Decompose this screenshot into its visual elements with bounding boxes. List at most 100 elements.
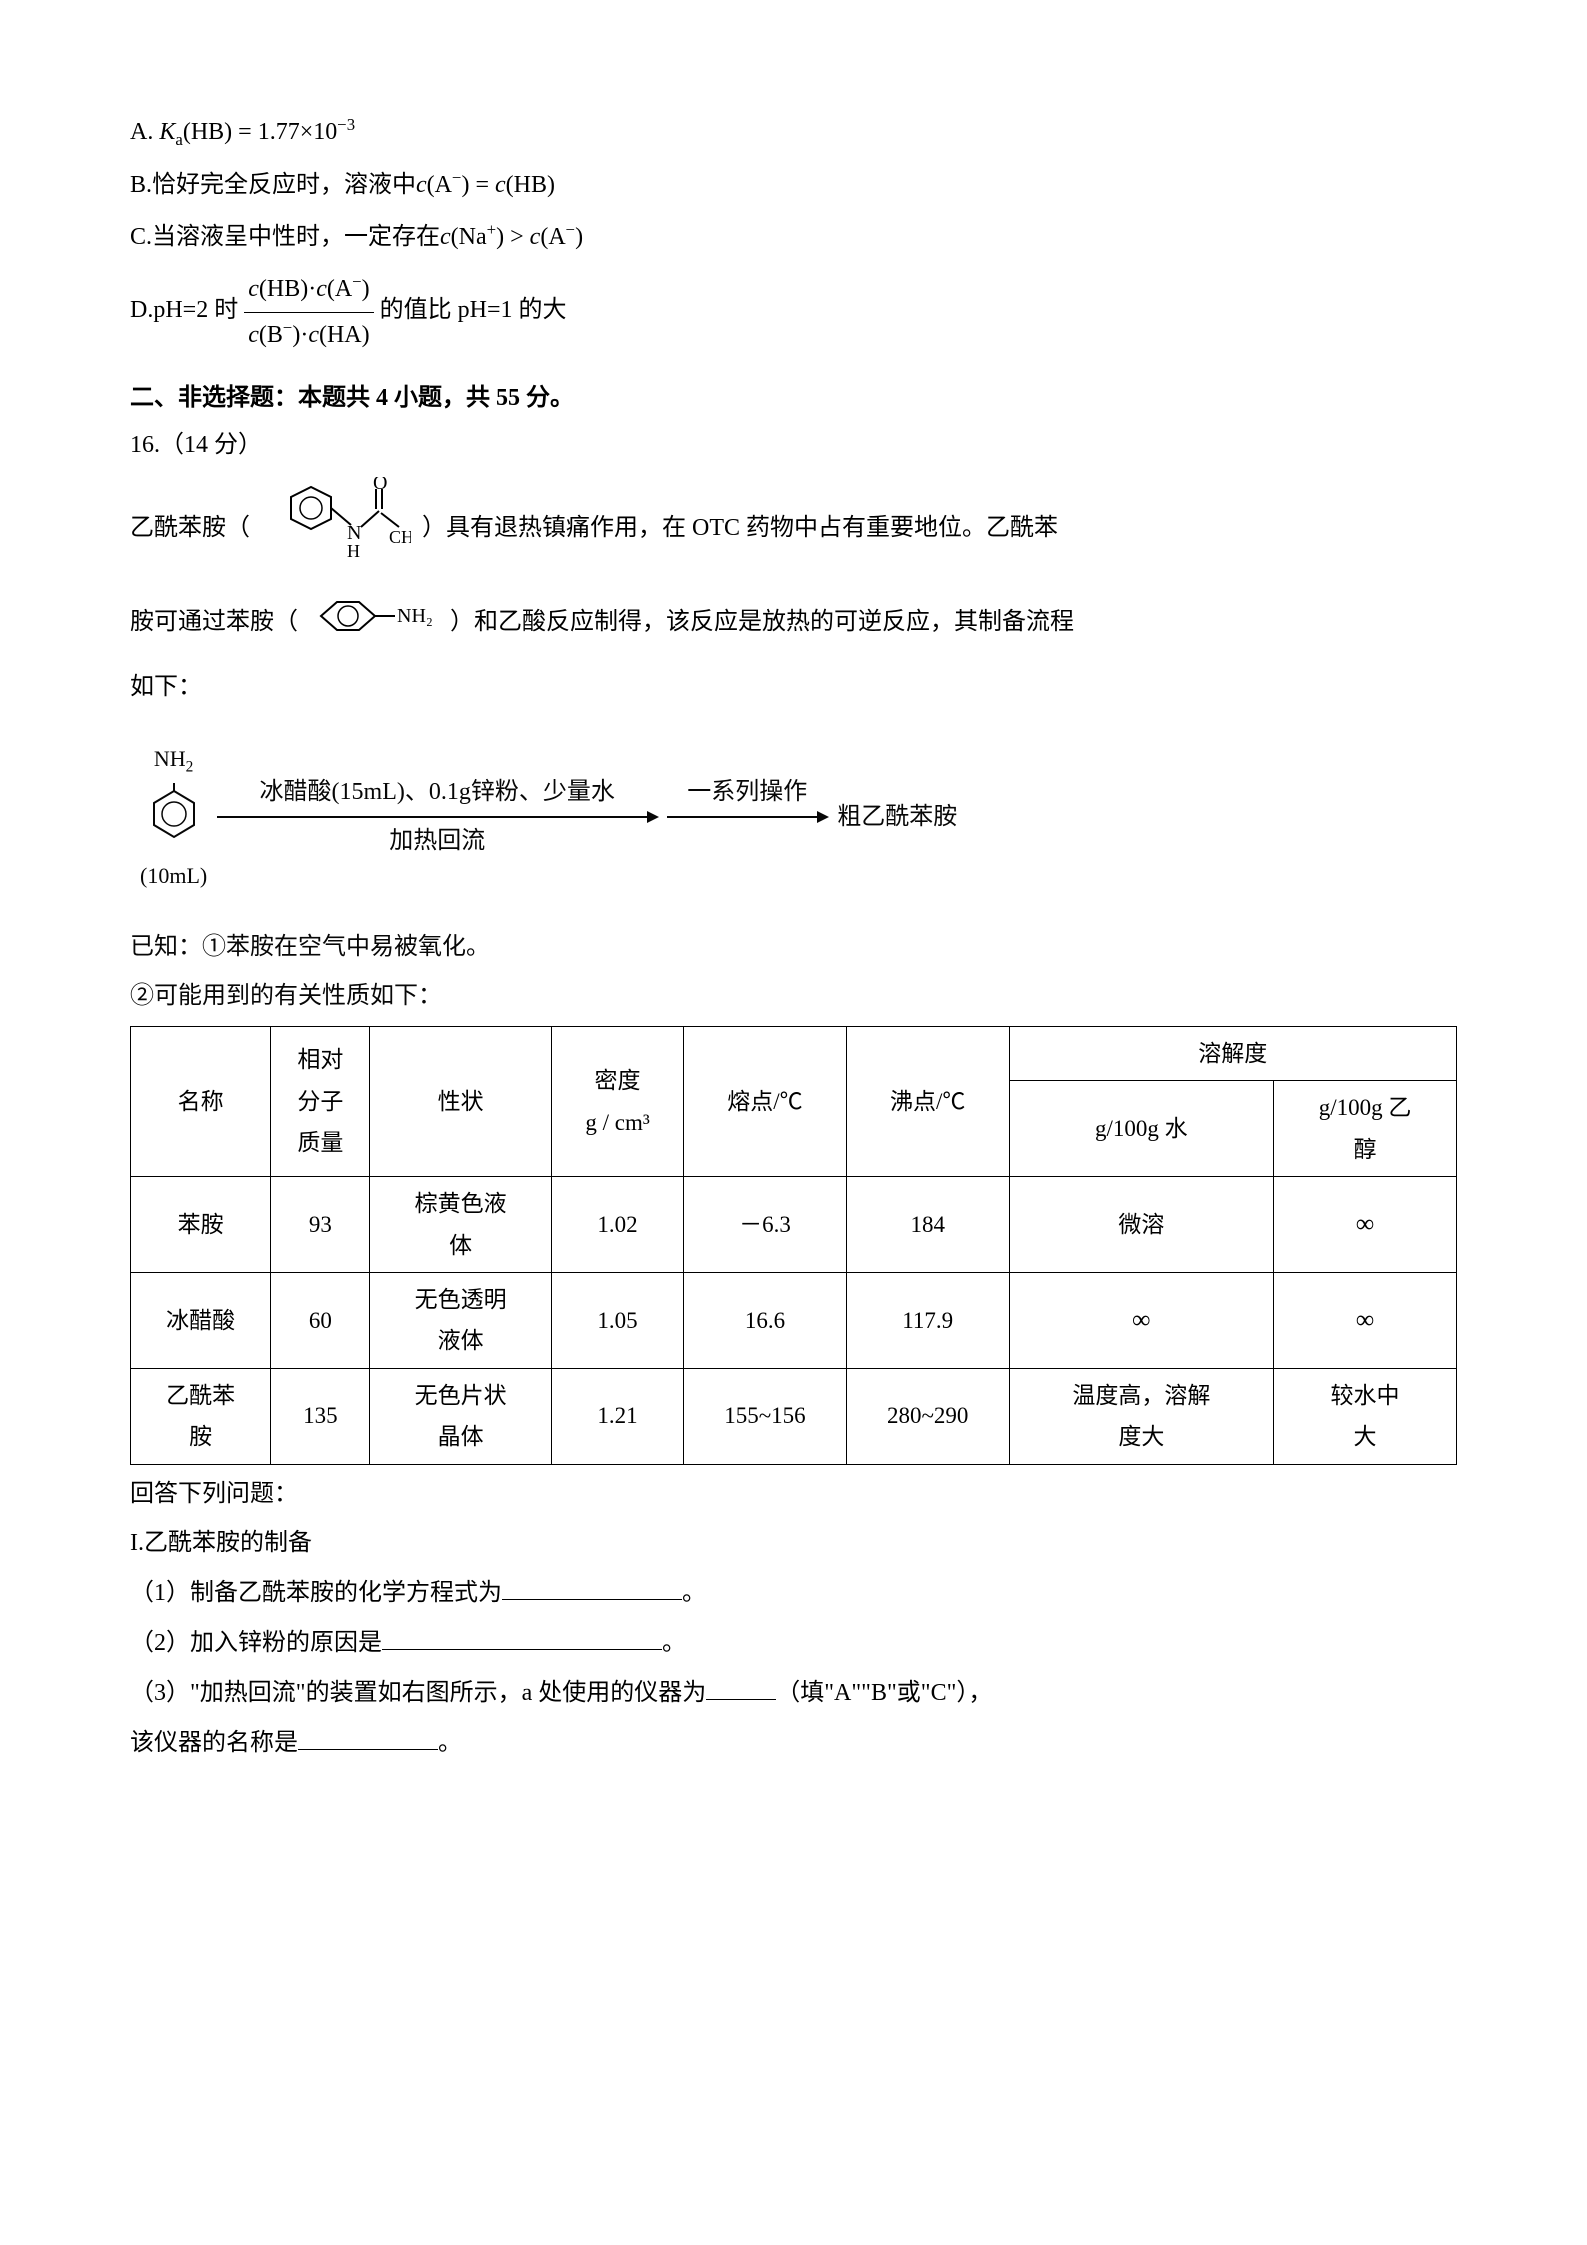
option-a-prefix: A. — [130, 119, 153, 145]
d-before: pH=2 时 — [153, 298, 244, 324]
cell-sol-ethanol: ∞ — [1274, 1177, 1457, 1273]
ka-arg-val: HB — [191, 119, 224, 145]
th-density-label: 密度 — [595, 1068, 641, 1093]
ka-eq: = 1.77×10 — [232, 119, 337, 145]
q16-number: 16.（14 分） — [130, 424, 1457, 467]
arrow2-top: 一系列操作 — [667, 771, 827, 814]
arrow2-bottom — [667, 820, 827, 863]
question-2: （2）加入锌粉的原因是 。 — [130, 1621, 1457, 1665]
properties-table: 名称 相对分子质量 性状 密度g / cm³ 熔点/℃ 沸点/℃ 溶解度 g/1… — [130, 1026, 1457, 1465]
intro-line-2: 胺可通过苯胺（ NH₂ ）和乙酸反应制得，该反应是放热的可逆反应，其制备流程 — [130, 588, 1457, 659]
cell-density: 1.02 — [552, 1177, 684, 1273]
option-d: D.pH=2 时 c(HB)·c(A−) c(B−)·c(HA) 的值比 pH=… — [130, 267, 1457, 356]
cell-sol-ethanol: 较水中大 — [1274, 1368, 1457, 1464]
cell-mw: 60 — [271, 1272, 370, 1368]
q3-blank-1[interactable] — [706, 1671, 776, 1700]
arrow2-bar — [667, 816, 827, 818]
c-rhs-paren: (A−) — [540, 224, 583, 250]
intro-line-3: 如下： — [130, 666, 1457, 709]
arrow1-bar — [217, 816, 657, 818]
b-rhs-paren: (HB) — [506, 172, 555, 198]
b-lhs-paren: (A−) — [427, 172, 470, 198]
cell-state: 棕黄色液体 — [370, 1177, 552, 1273]
th-solubility: 溶解度 — [1009, 1026, 1456, 1080]
q3-l2-label: 该仪器的名称是 — [130, 1730, 298, 1756]
th-mp: 熔点/℃ — [684, 1026, 847, 1176]
cell-mw: 135 — [271, 1368, 370, 1464]
option-c-text: 当溶液呈中性时，一定存在 — [152, 224, 440, 250]
answer-prompt: 回答下列问题： — [130, 1473, 1457, 1516]
infinity-icon: ∞ — [1356, 1209, 1375, 1238]
th-sol-ethanol: g/100g 乙醇 — [1274, 1081, 1457, 1177]
cell-mp: 155~156 — [684, 1368, 847, 1464]
b-lhs-fn: c — [416, 172, 427, 198]
b-eq: = — [469, 172, 495, 198]
reaction-scheme: NH2 (10mL) 冰醋酸(15mL)、0.1g锌粉、少量水 加热回流 一系列… — [130, 729, 1457, 906]
th-name: 名称 — [131, 1026, 271, 1176]
q3-blank-2[interactable] — [298, 1721, 438, 1750]
reactant-nh2: NH2 — [140, 739, 207, 781]
infinity-icon: ∞ — [1356, 1305, 1375, 1334]
b-rhs-fn: c — [495, 172, 506, 198]
th-sol-water: g/100g 水 — [1009, 1081, 1274, 1177]
section-2-header: 二、非选择题：本题共 4 小题，共 55 分。 — [130, 377, 1457, 420]
scheme-arrow-2: 一系列操作 — [667, 771, 827, 863]
q2-suffix: 。 — [662, 1630, 686, 1656]
cell-sol-water: 温度高，溶解度大 — [1009, 1368, 1274, 1464]
c-rhs-fn: c — [530, 224, 541, 250]
infinity-icon: ∞ — [1132, 1305, 1151, 1334]
d-num: c(HB)·c(A−) — [244, 267, 373, 312]
intro-1-before: 乙酰苯胺（ — [130, 515, 250, 541]
cell-state: 无色片状晶体 — [370, 1368, 552, 1464]
cell-bp: 280~290 — [846, 1368, 1009, 1464]
cell-mp: －6.3 — [684, 1177, 847, 1273]
d-den: c(B−)·c(HA) — [244, 313, 373, 357]
q3-l1-label: （3）"加热回流"的装置如右图所示，a 处使用的仪器为 — [130, 1680, 706, 1706]
cell-sol-ethanol: ∞ — [1274, 1272, 1457, 1368]
svg-text:O: O — [373, 477, 387, 494]
svg-text:H: H — [347, 541, 360, 561]
option-d-prefix: D. — [130, 298, 153, 324]
arrow1-top: 冰醋酸(15mL)、0.1g锌粉、少量水 — [217, 771, 657, 814]
ka-exp: −3 — [337, 115, 355, 134]
arrow1-bottom: 加热回流 — [217, 820, 657, 863]
intro-2-after: ）和乙酸反应制得，该反应是放热的可逆反应，其制备流程 — [450, 609, 1074, 635]
cell-mp: 16.6 — [684, 1272, 847, 1368]
cell-sol-water: 微溶 — [1009, 1177, 1274, 1273]
scheme-arrow-1: 冰醋酸(15mL)、0.1g锌粉、少量水 加热回流 — [217, 771, 657, 863]
table-row: 乙酰苯胺 135 无色片状晶体 1.21 155~156 280~290 温度高… — [131, 1368, 1457, 1464]
question-3-line-2: 该仪器的名称是。 — [130, 1721, 1457, 1765]
d-fraction: c(HB)·c(A−) c(B−)·c(HA) — [244, 267, 373, 356]
aniline-structure: NH₂ — [309, 588, 439, 659]
cell-mw: 93 — [271, 1177, 370, 1273]
option-c-prefix: C. — [130, 224, 152, 250]
acetanilide-structure: N H O CH₃ — [261, 477, 411, 582]
q2-blank[interactable] — [382, 1621, 662, 1650]
known-line-2: ②可能用到的有关性质如下： — [130, 975, 1457, 1018]
cell-sol-water: ∞ — [1009, 1272, 1274, 1368]
q1-blank[interactable] — [502, 1571, 682, 1600]
scheme-product: 粗乙酰苯胺 — [837, 796, 957, 839]
ka-k: K — [159, 119, 175, 145]
svg-text:CH₃: CH₃ — [389, 527, 411, 547]
cell-bp: 117.9 — [846, 1272, 1009, 1368]
c-lhs-paren: (Na+) — [451, 224, 504, 250]
cell-density: 1.05 — [552, 1272, 684, 1368]
c-gt: > — [504, 224, 530, 250]
option-c: C.当溶液呈中性时，一定存在c(Na+) > c(A−) — [130, 215, 1457, 259]
svg-text:NH₂: NH₂ — [397, 605, 433, 627]
cell-name: 乙酰苯胺 — [131, 1368, 271, 1464]
known-line-1: 已知：①苯胺在空气中易被氧化。 — [130, 926, 1457, 969]
reactant-volume: (10mL) — [140, 856, 207, 896]
option-b-text: 恰好完全反应时，溶液中 — [152, 172, 416, 198]
cell-state: 无色透明液体 — [370, 1272, 552, 1368]
q1-label: （1）制备乙酰苯胺的化学方程式为 — [130, 1580, 502, 1606]
q2-label: （2）加入锌粉的原因是 — [130, 1630, 382, 1656]
table-row: 苯胺 93 棕黄色液体 1.02 －6.3 184 微溶 ∞ — [131, 1177, 1457, 1273]
q1-suffix: 。 — [682, 1580, 706, 1606]
th-density-unit: g / cm³ — [585, 1110, 649, 1135]
table-header-row-1: 名称 相对分子质量 性状 密度g / cm³ 熔点/℃ 沸点/℃ 溶解度 — [131, 1026, 1457, 1080]
scheme-reactant: NH2 (10mL) — [140, 739, 207, 896]
ka-arg: (HB) — [183, 119, 232, 145]
th-density: 密度 g / cm³ — [552, 1026, 684, 1176]
